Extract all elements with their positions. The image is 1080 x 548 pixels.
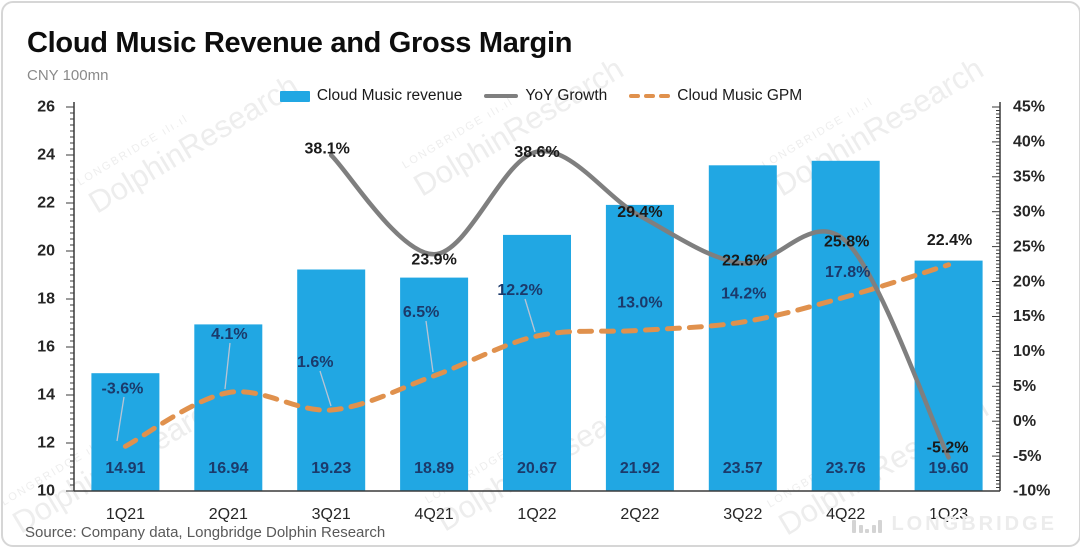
gpm-dashed-line [122,262,952,449]
right-axis-tick-label: 35% [1013,169,1045,186]
gpm-label: 22.4% [927,232,972,249]
left-axis-tick-label: 22 [37,195,55,212]
legend-swatch-dashed-line [629,93,671,99]
left-axis-tick-label: 24 [37,147,55,164]
gpm-label: 14.2% [721,285,766,302]
yoy-growth-label: 38.6% [514,144,559,161]
yoy-growth-label: 38.1% [305,140,350,157]
axis-unit-label: CNY 100mn [27,67,109,84]
x-axis-label-2Q21: 2Q21 [209,506,248,523]
label-leader-line [116,396,125,442]
left-axis-tick-label: 26 [37,99,55,116]
bar-value-label: 23.76 [826,460,866,477]
right-axis-tick-label: 5% [1013,378,1036,395]
right-axis-tick-label: 10% [1013,343,1045,360]
longbridge-logo-text: LONGBRIDGE [891,513,1057,535]
yoy-growth-label: 29.4% [617,204,662,221]
bar-value-label: 23.57 [723,460,763,477]
bar-value-label: 21.92 [620,460,660,477]
yoy-growth-label: 22.6% [722,253,767,270]
bar-value-label: 16.94 [208,460,248,477]
gpm-label: 4.1% [211,326,247,343]
right-axis-tick-label: 40% [1013,134,1045,151]
legend-item-2: Cloud Music GPM [629,87,802,105]
label-leader-line [319,370,332,407]
gpm-label: 1.6% [297,354,333,371]
legend-label: Cloud Music GPM [677,87,803,104]
bar-2Q22 [605,204,674,491]
bar-value-label: 20.67 [517,460,557,477]
x-axis-label-4Q21: 4Q21 [415,506,454,523]
label-leader-line [425,320,434,373]
gpm-label: 17.8% [825,264,870,281]
legend: Cloud Music revenue YoY Growth Cloud Music… [3,85,1079,107]
bar-3Q21 [297,269,366,491]
right-axis-tick-label: 30% [1013,203,1045,220]
bar-value-label: 14.91 [105,460,145,477]
gpm-label: 6.5% [403,304,439,321]
right-axis-tick-label: 15% [1013,308,1045,325]
bar-value-label: 19.60 [929,460,969,477]
label-leader-line [224,342,231,390]
x-axis-label-1Q23: 1Q23 [929,506,968,523]
x-axis-label-4Q22: 4Q22 [826,506,865,523]
x-axis-label-1Q21: 1Q21 [106,506,145,523]
gpm-label: 13.0% [617,295,662,312]
right-axis-tick-label: -5% [1013,448,1041,465]
gpm-label: 12.2% [497,282,542,299]
x-axis-label-3Q22: 3Q22 [723,506,762,523]
right-axis-tick-label: 20% [1013,273,1045,290]
right-axis-tick-label: 0% [1013,413,1036,430]
legend-label: YoY Growth [525,87,608,104]
bar-value-label: 19.23 [311,460,351,477]
x-axis-label-1Q22: 1Q22 [517,506,556,523]
bar-3Q22 [708,165,777,492]
bar-1Q22 [503,234,571,491]
legend-item-1: YoY Growth [484,87,607,105]
x-axis-label-3Q21: 3Q21 [312,506,351,523]
chart-title: Cloud Music Revenue and Gross Margin [27,27,573,59]
bar-value-label: 18.89 [414,460,454,477]
legend-item-0: Cloud Music revenue [279,87,463,105]
right-axis-tick-label: 25% [1013,238,1045,255]
left-axis-tick-label: 12 [37,435,55,452]
yoy-growth-line [328,149,951,460]
x-axis-label-2Q22: 2Q22 [620,506,659,523]
left-axis-tick-label: 14 [37,387,55,404]
source-note: Source: Company data, Longbridge Dolphin… [25,524,386,541]
left-axis-tick-label: 10 [37,483,55,500]
longbridge-logo: LONGBRIDGE [852,513,1057,536]
left-axis-tick-label: 18 [37,291,55,308]
yoy-growth-label: 25.8% [824,233,869,250]
legend-swatch-line [484,94,519,98]
yoy-growth-label: 23.9% [411,252,456,269]
right-axis-tick-label: 45% [1013,99,1045,116]
yoy-growth-label: -5.2% [927,440,969,457]
bar-4Q22 [811,160,880,492]
legend-swatch-bar [279,90,310,102]
label-leader-line [524,298,536,333]
longbridge-logo-icon [852,517,883,533]
chart-plot-area: 26 24 22 20 18 16 14 12 10 45% 40% 35% 30% 25% 20% 15% 1… [37,99,1050,524]
left-axis-tick-label: 20 [37,243,55,260]
left-axis-tick-label: 16 [37,339,55,356]
bar-2Q21 [194,324,263,491]
gpm-label: -3.6% [102,381,144,398]
right-axis-tick-label: -10% [1013,483,1050,500]
legend-label: Cloud Music revenue [316,87,463,104]
